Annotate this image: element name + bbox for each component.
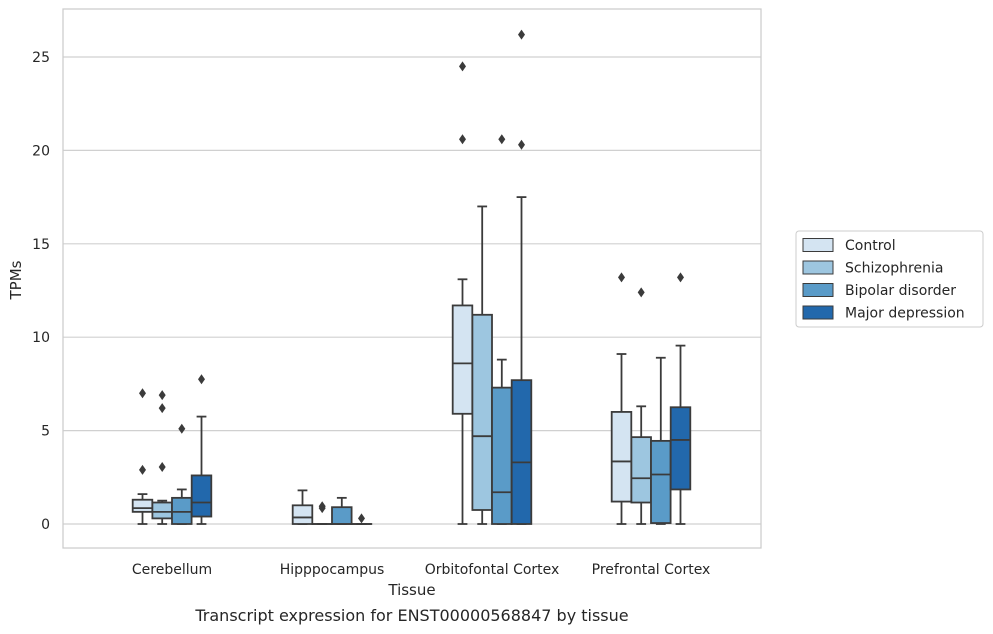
- box-body: [491, 386, 513, 525]
- plot-marks: [131, 29, 692, 525]
- box-1-0: [151, 390, 173, 525]
- legend-label: Control: [845, 238, 896, 254]
- box-body: [630, 436, 652, 504]
- box-body: [291, 504, 314, 525]
- outlier-point: [198, 374, 205, 385]
- y-tick-label: 25: [32, 50, 50, 66]
- x-axis: Cerebellum Hipppocampus Orbitofontal Corte…: [132, 562, 710, 578]
- outlier-point: [518, 139, 525, 150]
- box-body: [650, 439, 672, 524]
- box-body: [610, 411, 633, 503]
- box-3-1: [350, 513, 373, 525]
- box-2-1: [331, 496, 353, 525]
- outlier-point: [358, 513, 365, 524]
- box-2-0: [171, 423, 193, 525]
- box-3-0: [190, 374, 213, 525]
- box-3-2: [510, 29, 533, 525]
- box-2-3: [650, 356, 672, 525]
- y-tick-label: 5: [41, 424, 50, 440]
- outlier-point: [618, 272, 625, 283]
- box-1-1: [311, 501, 333, 525]
- x-tick-label: Cerebellum: [132, 562, 212, 578]
- box-3-3: [669, 272, 692, 525]
- box-0-0: [131, 388, 154, 525]
- box-1-3: [630, 287, 652, 525]
- outlier-point: [498, 134, 506, 145]
- legend-swatch: [802, 305, 834, 320]
- y-tick-label: 0: [41, 517, 50, 533]
- chart-title: Transcript expression for ENST0000056884…: [194, 606, 628, 625]
- box-0-1: [291, 489, 314, 525]
- y-axis-label: TPMs: [7, 260, 25, 300]
- legend-label: Bipolar disorder: [845, 283, 956, 299]
- box-body: [190, 474, 213, 518]
- y-axis: 0 5 10 15 20 25: [32, 50, 50, 533]
- outlier-point: [139, 464, 146, 475]
- x-tick-label: Hipppocampus: [280, 562, 385, 578]
- outlier-point: [459, 61, 466, 72]
- outlier-point: [158, 390, 166, 401]
- outlier-point: [158, 403, 166, 414]
- box-body: [510, 379, 533, 525]
- y-tick-label: 20: [32, 143, 50, 159]
- box-body: [131, 498, 154, 513]
- box-1-2: [471, 205, 493, 525]
- plot-frame: [62, 8, 762, 549]
- x-tick-label: Orbitofontal Cortex: [425, 562, 560, 578]
- box-body: [331, 506, 353, 525]
- box-body: [451, 304, 474, 415]
- y-tick-label: 15: [32, 237, 50, 253]
- legend-label: Schizophrenia: [845, 261, 943, 277]
- box-body: [471, 313, 493, 511]
- outlier-point: [139, 388, 146, 399]
- outlier-point: [158, 462, 166, 473]
- outlier-point: [518, 29, 525, 40]
- box-2-2: [491, 134, 513, 525]
- legend: Control Schizophrenia Bipolar disorder Majo…: [795, 230, 984, 328]
- legend-swatch: [802, 260, 834, 275]
- legend-frame: [795, 230, 984, 328]
- outlier-point: [677, 272, 684, 283]
- x-tick-label: Prefrontal Cortex: [592, 562, 711, 578]
- legend-swatch: [802, 238, 834, 252]
- outlier-point: [318, 501, 326, 512]
- box-body: [669, 406, 692, 491]
- outlier-point: [178, 423, 186, 434]
- y-tick-label: 10: [32, 330, 50, 346]
- x-axis-label: Tissue: [387, 581, 435, 599]
- legend-swatch: [802, 283, 834, 297]
- box-body: [151, 501, 173, 520]
- box-body: [171, 496, 193, 525]
- outlier-point: [637, 287, 645, 298]
- box-0-3: [610, 272, 633, 525]
- legend-label: Major depression: [845, 306, 965, 322]
- box-0-2: [451, 61, 474, 525]
- outlier-point: [459, 134, 466, 145]
